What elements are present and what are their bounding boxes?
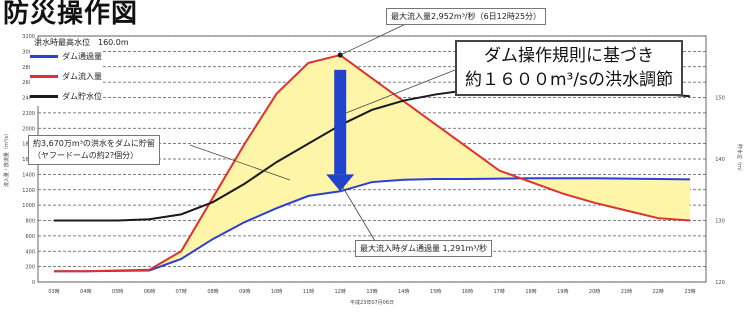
x-tick-label: 22時 xyxy=(653,289,664,295)
storage-fill-area xyxy=(54,55,690,272)
max-inflow-callout: 最大流入量2,952m³/秒（6日12時25分） xyxy=(386,8,547,25)
x-tick-label: 16時 xyxy=(462,289,473,295)
storage-callout-text: 約3,670万m³の洪水をダムに貯留 xyxy=(33,139,155,148)
page-title: 防災操作図 xyxy=(3,0,139,29)
flood-level-label: 洪水時最高水位 160.0m xyxy=(34,38,129,47)
x-tick-label: 06時 xyxy=(144,289,155,295)
x-tick-label: 04時 xyxy=(80,289,91,295)
y-axis-title: 流入量・放流量（m³/s） xyxy=(3,131,10,187)
x-tick-label: 09時 xyxy=(239,289,250,295)
x-tick-label: 13時 xyxy=(366,289,377,295)
y-tick-label: 200 xyxy=(25,265,35,271)
flood-control-arrow-shaft xyxy=(334,69,347,175)
series-line-outflow xyxy=(54,177,691,273)
y-tick-label: 2000 xyxy=(22,126,35,132)
chart-legend: ダム通過量 ダム流入量 ダム貯水位 xyxy=(30,46,102,106)
y-tick-label: 3200 xyxy=(22,34,35,40)
legend-item-level: ダム貯水位 xyxy=(30,86,102,106)
max-outflow-leader xyxy=(339,182,376,242)
legend-swatch-outflow xyxy=(30,54,58,58)
x-tick-label: 17時 xyxy=(494,289,505,295)
x-tick-label: 21時 xyxy=(621,289,632,295)
legend-label-level: ダム貯水位 xyxy=(62,91,102,101)
x-tick-label: 05時 xyxy=(112,289,123,295)
x-tick-label: 08時 xyxy=(207,289,218,295)
y-tick-label: 2800 xyxy=(22,65,35,71)
y-tick-label: 2400 xyxy=(22,96,35,102)
x-tick-label: 07時 xyxy=(176,289,187,295)
x-tick-label: 12時 xyxy=(335,289,346,295)
legend-item-inflow: ダム流入量 xyxy=(30,66,102,86)
y-tick-label: 1400 xyxy=(22,172,35,178)
y-tick-label: 2200 xyxy=(22,111,35,117)
y-right-axis-title: 貯水位（m） xyxy=(736,144,743,174)
x-tick-label: 14時 xyxy=(398,289,409,295)
legend-swatch-level xyxy=(30,94,58,98)
y-tick-label: 1200 xyxy=(22,188,35,194)
max-outflow-callout: 最大流入時ダム通過量 1,291m³/秒 xyxy=(355,240,493,257)
x-tick-label: 03時 xyxy=(48,289,59,295)
max-inflow-leader xyxy=(340,21,411,56)
y-tick-label: 1000 xyxy=(22,203,35,209)
x-tick-label: 15時 xyxy=(430,289,441,295)
y-right-tick-label: 140 xyxy=(715,157,725,163)
x-tick-label: 18時 xyxy=(525,289,536,295)
y-tick-label: 3000 xyxy=(22,49,35,55)
legend-item-outflow: ダム通過量 xyxy=(30,46,102,66)
x-axis-title: 平成23年07月06日 xyxy=(350,299,394,306)
x-tick-label: 11時 xyxy=(303,289,314,295)
storage-leader xyxy=(189,144,291,181)
x-tick-label: 19時 xyxy=(557,289,568,295)
legend-label-outflow: ダム通過量 xyxy=(62,51,102,61)
flood-control-box: ダム操作規則に基づき 約１６００m³/sの洪水調節 xyxy=(455,40,683,96)
y-right-tick-label: 150 xyxy=(715,96,725,102)
y-tick-label: 600 xyxy=(25,234,35,240)
y-tick-label: 2600 xyxy=(22,80,35,86)
y-right-tick-label: 130 xyxy=(715,219,725,225)
y-tick-label: 800 xyxy=(25,219,35,225)
legend-label-inflow: ダム流入量 xyxy=(62,71,102,81)
storage-callout-subtext: （ヤフードームの約2?個分） xyxy=(33,151,139,160)
y-tick-label: 400 xyxy=(25,249,35,255)
x-tick-label: 10時 xyxy=(271,289,282,295)
legend-swatch-inflow xyxy=(30,74,58,78)
storage-callout: 約3,670万m³の洪水をダムに貯留 （ヤフードームの約2?個分） xyxy=(28,135,160,165)
series-line-inflow xyxy=(54,53,691,273)
y-tick-label: 0 xyxy=(32,280,35,286)
x-tick-label: 20時 xyxy=(589,289,600,295)
flood-control-line1: ダム操作規則に基づき xyxy=(483,46,654,66)
flood-control-leader xyxy=(346,69,456,114)
x-tick-label: 23時 xyxy=(684,289,695,295)
y-right-tick-label: 120 xyxy=(715,280,725,286)
flood-control-line2: 約１６００m³/sの洪水調節 xyxy=(465,70,673,90)
